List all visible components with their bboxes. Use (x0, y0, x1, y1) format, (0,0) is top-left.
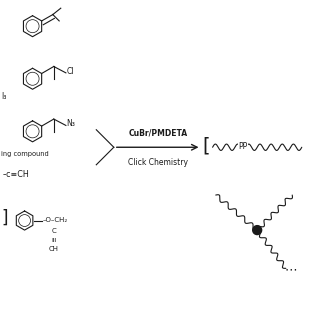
Text: –O–CH₂: –O–CH₂ (43, 217, 68, 223)
Text: CuBr/PMDETA: CuBr/PMDETA (128, 128, 187, 137)
Text: C: C (52, 228, 56, 234)
Text: Cl: Cl (67, 67, 74, 76)
Text: Click Chemistry: Click Chemistry (128, 158, 188, 167)
Text: N₃: N₃ (67, 119, 76, 128)
Text: –c≡CH: –c≡CH (2, 170, 29, 179)
Text: CH: CH (49, 246, 59, 252)
Text: III: III (51, 238, 57, 243)
Text: ⋯: ⋯ (284, 263, 297, 276)
Text: [: [ (202, 136, 210, 155)
Text: ing compound: ing compound (1, 151, 49, 157)
Text: PP: PP (238, 142, 247, 151)
Text: I₃: I₃ (1, 92, 7, 101)
Text: ]: ] (1, 208, 8, 226)
Circle shape (253, 226, 262, 235)
